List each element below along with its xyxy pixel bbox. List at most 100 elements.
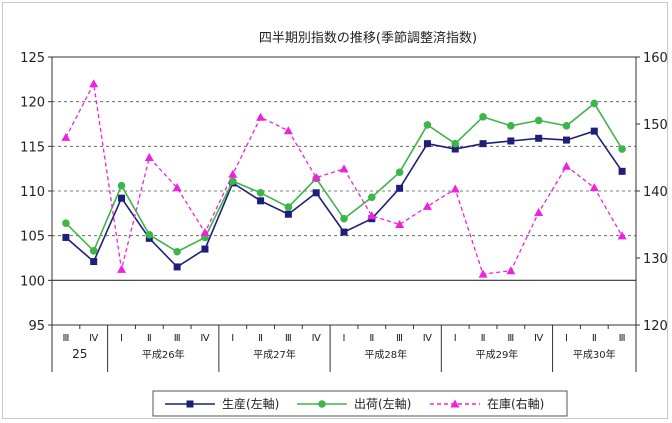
series-line-production [65, 130, 623, 268]
data-point-shipments [89, 247, 98, 255]
data-point-inventory [256, 112, 266, 121]
series-production [62, 127, 626, 271]
quarter-label: Ⅱ [369, 333, 374, 344]
quarter-label: Ⅰ [120, 333, 123, 344]
chart-title: 四半期別指数の推移(季節調整済指数) [259, 30, 477, 46]
data-point-inventory [283, 126, 293, 135]
data-point-shipments [618, 145, 626, 153]
data-point-production [451, 145, 459, 153]
data-point-production [590, 127, 598, 135]
quarter-label: Ⅱ [592, 333, 597, 344]
data-point-shipments [228, 177, 237, 185]
data-point-inventory [534, 207, 544, 216]
data-point-production [507, 137, 515, 145]
data-point-production [423, 140, 431, 148]
data-point-production [118, 194, 126, 202]
legend-box [152, 390, 568, 417]
data-point-production [479, 140, 487, 148]
legend-item-production: 生産(左軸) [165, 396, 279, 411]
data-point-inventory [422, 201, 432, 210]
year-label: 平成29年 [476, 348, 519, 361]
data-point-inventory [339, 164, 349, 173]
quarter-label: Ⅳ [534, 333, 544, 344]
quarter-label: Ⅲ [507, 333, 514, 344]
series-shipments [62, 99, 626, 256]
data-point-shipments [562, 121, 571, 130]
right-axis-ticks: 120 130 140 150 160 [636, 51, 668, 334]
series-group [61, 79, 627, 278]
data-point-production [312, 189, 320, 197]
data-point-shipments [62, 219, 70, 227]
year-label: 平成30年 [573, 348, 616, 361]
legend-inventory-label: 在庫(右軸) [487, 396, 544, 411]
data-point-shipments [479, 113, 487, 121]
legend-production-label: 生産(左軸) [222, 396, 279, 411]
data-point-inventory [311, 173, 321, 182]
quarter-label: Ⅱ [147, 333, 152, 344]
data-point-inventory [589, 183, 599, 192]
right-tick-label: 120 [643, 319, 668, 334]
right-tick-label: 140 [643, 185, 668, 200]
year-label: 平成26年 [142, 348, 185, 361]
data-point-shipments [534, 116, 543, 125]
quarter-label: Ⅲ [174, 333, 181, 344]
data-point-shipments [590, 99, 599, 108]
data-point-shipments [284, 203, 293, 211]
data-point-inventory [200, 228, 210, 237]
data-point-production [340, 228, 348, 236]
data-point-inventory [450, 184, 460, 193]
legend-production-marker [186, 400, 194, 408]
data-point-inventory [61, 132, 71, 141]
data-point-inventory [144, 153, 154, 161]
quarter-label: Ⅳ [312, 333, 322, 344]
data-point-shipments [340, 214, 348, 223]
data-point-production [535, 134, 543, 142]
legend-shipments-label: 出荷(左軸) [354, 396, 411, 411]
series-inventory [61, 79, 627, 278]
data-point-inventory [617, 231, 627, 240]
data-point-shipments [173, 247, 181, 256]
data-point-shipments [507, 121, 515, 130]
quarter-label: Ⅰ [454, 333, 457, 344]
left-axis-ticks: 95 100 105 110 115 120 125 [20, 51, 52, 334]
year-label: 平成28年 [364, 348, 407, 361]
quarter-label: Ⅰ [565, 333, 568, 344]
left-tick-label: 115 [20, 140, 45, 155]
data-point-shipments [368, 193, 376, 202]
quarter-label: Ⅰ [231, 333, 234, 344]
data-point-shipments [423, 121, 432, 129]
data-point-production [201, 245, 209, 253]
data-point-production [90, 258, 98, 266]
legend-inventory-marker [450, 399, 460, 408]
quarter-label: Ⅱ [258, 333, 263, 344]
data-point-inventory [228, 169, 238, 178]
data-point-production [173, 263, 181, 271]
data-point-inventory [367, 211, 377, 220]
data-point-inventory [478, 269, 488, 278]
data-point-production [257, 197, 265, 205]
data-point-production [62, 233, 70, 241]
year-label: 25 [72, 347, 87, 361]
quarter-label: Ⅰ [343, 333, 346, 344]
left-tick-label: 100 [20, 274, 45, 289]
quarter-label: Ⅲ [619, 333, 626, 344]
quarter-label: Ⅲ [285, 333, 292, 344]
left-tick-label: 120 [20, 96, 45, 111]
legend-item-shipments: 出荷(左軸) [297, 396, 411, 411]
quarter-label: Ⅲ [62, 333, 69, 344]
data-point-production [396, 184, 404, 192]
quarter-label: Ⅳ [200, 333, 210, 344]
data-point-shipments [395, 168, 404, 177]
data-point-inventory [561, 161, 571, 170]
grid-lines [52, 101, 636, 281]
year-label: 平成27年 [253, 348, 296, 361]
right-tick-label: 130 [643, 252, 668, 267]
legend: 生産(左軸) 出荷(左軸) 在庫(右軸) [152, 390, 568, 417]
chart-frame [2, 2, 668, 419]
axes [51, 56, 637, 372]
data-point-shipments [256, 188, 265, 197]
data-point-production [618, 167, 626, 175]
quarter-label: Ⅲ [396, 333, 403, 344]
data-point-shipments [145, 230, 154, 239]
